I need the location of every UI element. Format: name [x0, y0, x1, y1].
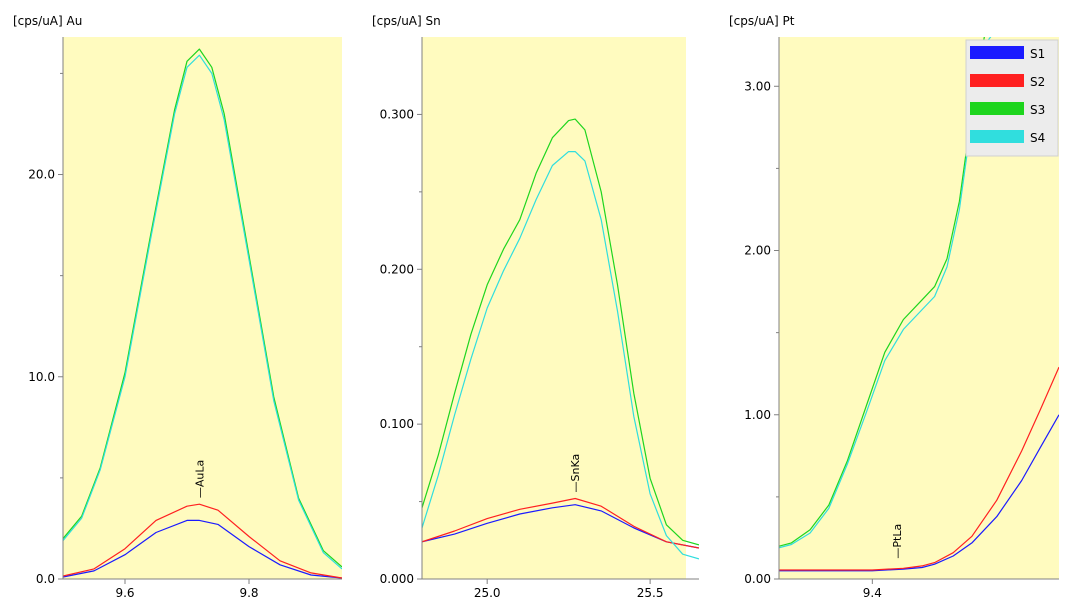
peak-marker-label: —AuLa — [193, 460, 206, 498]
x-tick-label: 9.4 — [863, 586, 882, 600]
series-line-s1 — [779, 414, 1059, 572]
peak-marker-label: —PtLa — [891, 524, 904, 559]
y-tick-label: 0.200 — [380, 262, 414, 276]
series-line-s3 — [422, 118, 699, 546]
legend-swatch-s2 — [970, 74, 1024, 87]
x-tick-label: 9.6 — [115, 586, 134, 600]
y-tick-label: 20.0 — [28, 168, 55, 182]
x-tick-label: 25.5 — [637, 586, 664, 600]
x-tick-label: 25.0 — [474, 586, 501, 600]
series-line-s2 — [779, 366, 1059, 571]
chart-panel-1: 0.000 0.100 0.200 0.300 25.0 25.5 [cps/uA] Sn —… — [372, 14, 699, 600]
y-tick-label: 0.000 — [380, 572, 414, 586]
legend-label-s4: S4 — [1030, 131, 1045, 145]
series-line-s4 — [63, 54, 342, 570]
series-line-s2 — [422, 497, 699, 549]
legend-swatch-s3 — [970, 102, 1024, 115]
chart-title: [cps/uA] Sn — [372, 14, 441, 28]
chart-title: [cps/uA] Pt — [729, 14, 795, 28]
y-tick-label: 10.0 — [28, 370, 55, 384]
plot-background — [422, 37, 686, 579]
x-tick-label: 9.8 — [239, 586, 258, 600]
chart-title: [cps/uA] Au — [13, 14, 82, 28]
peak-marker-label: —SnKa — [569, 454, 582, 493]
series-line-s4 — [422, 151, 699, 560]
y-tick-label: 2.00 — [744, 244, 771, 258]
legend-label-s1: S1 — [1030, 47, 1045, 61]
legend-swatch-s4 — [970, 130, 1024, 143]
legend-label-s3: S3 — [1030, 103, 1045, 117]
y-tick-label: 0.300 — [380, 107, 414, 121]
series-line-s1 — [63, 519, 342, 579]
series-line-s3 — [63, 48, 342, 568]
y-tick-label: 0.0 — [36, 572, 55, 586]
y-tick-label: 0.00 — [744, 572, 771, 586]
legend-label-s2: S2 — [1030, 75, 1045, 89]
series-line-s1 — [422, 504, 699, 549]
y-tick-label: 1.00 — [744, 408, 771, 422]
chart-panel-2: 0.00 1.00 2.00 3.00 9.4 [cps/uA] Pt —PtLa S1 S2 S… — [729, 14, 1059, 600]
series-line-s2 — [63, 503, 342, 579]
legend-swatch-s1 — [970, 46, 1024, 59]
y-tick-label: 3.00 — [744, 79, 771, 93]
y-tick-label: 0.100 — [380, 417, 414, 431]
chart-panel-0: 0.0 10.0 20.0 9.6 9.8 [cps/uA] Au —AuLa — [13, 14, 342, 600]
